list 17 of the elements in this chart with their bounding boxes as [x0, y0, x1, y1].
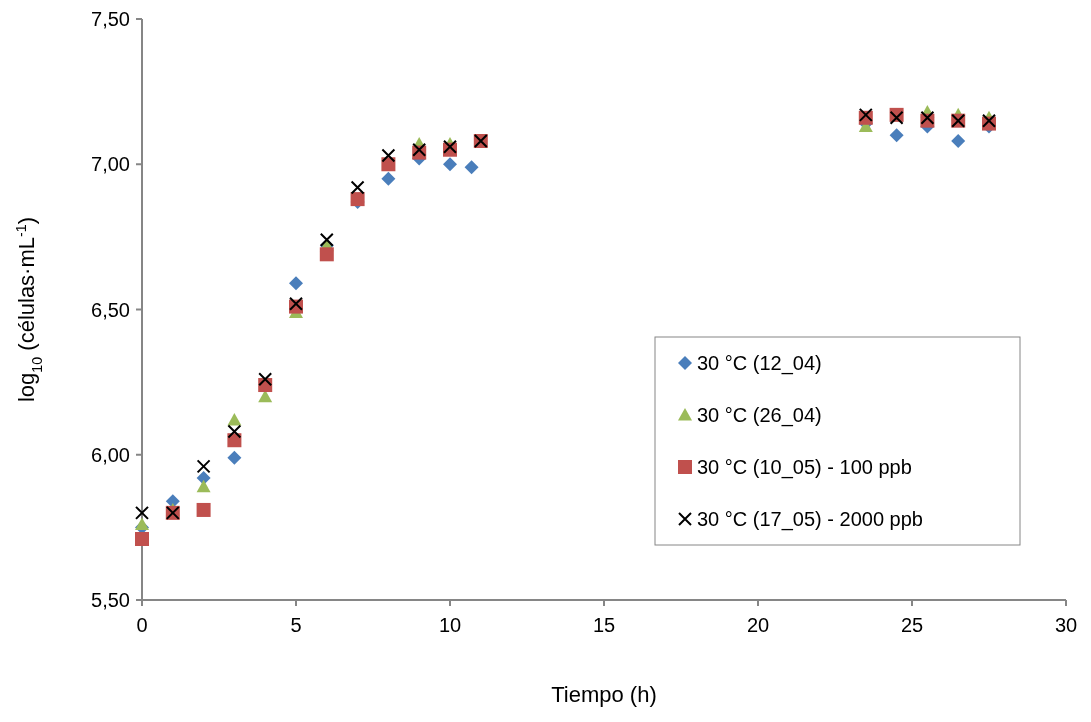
legend-label: 30 °C (10_05) - 100 ppb	[697, 456, 912, 479]
y-tick-label: 6,50	[91, 298, 130, 321]
legend-label: 30 °C (26_04)	[697, 404, 822, 427]
x-tick-label: 20	[746, 614, 770, 636]
x-tick-label: 25	[900, 614, 924, 636]
legend-label: 30 °C (12_04)	[697, 352, 822, 375]
y-tick-label: 7,50	[91, 8, 130, 30]
x-tick-label: 10	[438, 614, 462, 636]
y-tick-label: 7,00	[91, 153, 130, 176]
x-axis-title: Tiempo (h)	[551, 682, 657, 707]
y-tick-label: 6,00	[91, 443, 130, 466]
y-tick-label: 5,50	[91, 589, 130, 611]
legend-label: 30 °C (17_05) - 2000 ppb	[697, 508, 923, 531]
x-tick-label: 5	[290, 614, 302, 636]
x-tick-label: 15	[592, 614, 616, 636]
x-tick-label: 30	[1054, 614, 1078, 636]
x-tick-label: 0	[136, 614, 148, 636]
